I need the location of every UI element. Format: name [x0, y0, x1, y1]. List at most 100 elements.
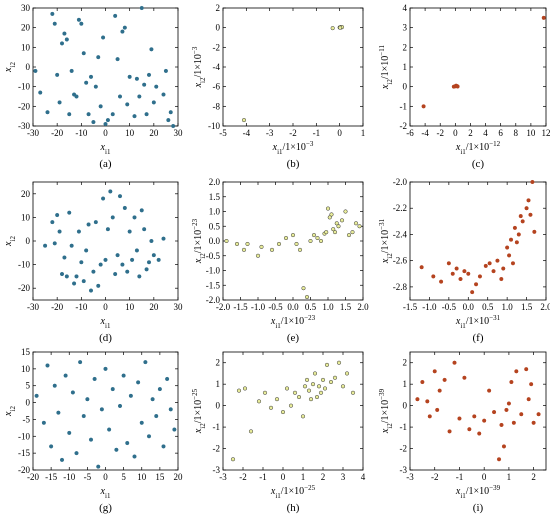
- x-tick-label: -2: [289, 128, 297, 138]
- data-point: [41, 420, 46, 425]
- x-tick-label: 0.5: [482, 302, 494, 312]
- data-point: [70, 390, 75, 395]
- data-point: [336, 224, 341, 229]
- data-point: [88, 437, 94, 442]
- x-tick-label: 10: [125, 302, 135, 312]
- y-tick-label: -5: [23, 414, 31, 424]
- data-point: [474, 282, 479, 287]
- data-point: [256, 399, 262, 404]
- data-point: [122, 205, 127, 211]
- data-point: [274, 397, 280, 402]
- x-tick-label: 1: [361, 128, 366, 138]
- data-point: [224, 238, 229, 244]
- data-point: [103, 257, 108, 262]
- data-point: [56, 410, 61, 415]
- x-tick-label: -3: [406, 472, 414, 482]
- data-point: [304, 295, 310, 300]
- data-point: [294, 241, 299, 246]
- data-point: [55, 72, 60, 77]
- x-tick-label: 10: [125, 128, 135, 138]
- x-tick-label: 1.0: [502, 302, 514, 312]
- x-tick-label: -4: [243, 128, 251, 138]
- x-tick-label: -5: [84, 472, 92, 482]
- data-point: [262, 390, 268, 395]
- data-point: [482, 418, 487, 423]
- data-point: [57, 100, 62, 105]
- data-point: [62, 31, 67, 36]
- x-tick-label: -3: [266, 128, 274, 138]
- data-point: [98, 262, 103, 267]
- y-axis-label: xi2/1×10−23: [191, 218, 207, 264]
- data-point: [276, 241, 282, 246]
- plot-frame: [409, 7, 547, 127]
- data-point: [492, 410, 497, 415]
- data-point: [230, 457, 236, 462]
- y-tick-label: 0.5: [209, 221, 221, 231]
- data-point: [52, 241, 57, 246]
- data-point: [447, 429, 452, 434]
- x-axis-label: xi1/1×10−25: [270, 484, 316, 500]
- y-tick-label: 4: [403, 3, 408, 13]
- y-tick-label: -10: [18, 431, 30, 441]
- data-point: [64, 274, 69, 279]
- data-point: [442, 377, 447, 382]
- y-tick-label: -20: [18, 283, 30, 293]
- data-point: [79, 21, 84, 26]
- x-axis-label: xi1/1×10−39: [455, 484, 501, 500]
- data-point: [327, 215, 332, 220]
- data-point: [454, 266, 459, 271]
- data-point: [242, 386, 248, 391]
- data-point: [301, 286, 306, 291]
- data-point: [292, 390, 298, 395]
- panel-a: -30 -20 -10 0 10 20 30 -30 -20 -10 0 10 20 30 xi1 xi2 (a…: [3, 3, 183, 170]
- y-tick-label: 20: [21, 23, 31, 33]
- data-point: [142, 227, 147, 232]
- x-tick-label: -30: [27, 128, 39, 138]
- x-tick-label: -20: [51, 128, 63, 138]
- x-tick-label: 0.0: [287, 302, 299, 312]
- x-tick-label: 10: [526, 128, 536, 138]
- data-point: [470, 290, 475, 295]
- data-point: [99, 407, 104, 412]
- data-point: [45, 363, 50, 368]
- data-point: [308, 397, 314, 402]
- data-point: [528, 212, 533, 217]
- y-axis-label: xi2/1×10−31: [378, 218, 394, 264]
- data-point: [91, 269, 96, 274]
- data-point: [531, 420, 536, 425]
- panel-caption: (e): [287, 332, 300, 344]
- x-tick-label: -2: [239, 472, 247, 482]
- data-point: [151, 100, 156, 105]
- data-point: [241, 118, 247, 123]
- panel-d: -30 -20 -10 0 10 20 30 -20 -10 0 10 20 xi1 xi2 (d): [3, 181, 183, 344]
- data-point: [466, 271, 471, 276]
- y-tick-label: -4: [213, 62, 221, 72]
- data-point: [245, 241, 250, 246]
- data-point: [132, 454, 137, 459]
- data-point: [33, 68, 38, 73]
- data-point: [415, 397, 420, 402]
- data-point: [524, 367, 529, 372]
- x-tick-label: 15: [155, 472, 165, 482]
- x-tick-label: -2: [431, 472, 439, 482]
- data-point: [101, 35, 106, 40]
- data-point: [151, 253, 156, 258]
- panel-caption: (h): [287, 502, 300, 514]
- y-tick-label: 20: [21, 189, 31, 199]
- x-tick-label: -1.0: [422, 302, 437, 312]
- plot-frame: [409, 351, 547, 471]
- data-point: [450, 271, 455, 276]
- data-point: [161, 236, 166, 241]
- data-point: [166, 118, 171, 123]
- y-tick-label: 15: [21, 347, 31, 357]
- data-point: [88, 288, 94, 293]
- data-point: [329, 212, 334, 217]
- data-point: [84, 80, 89, 85]
- data-point: [134, 248, 139, 253]
- data-point: [114, 447, 119, 452]
- x-tick-label: -1.5: [403, 302, 418, 312]
- data-point: [43, 243, 48, 248]
- data-point: [157, 387, 162, 392]
- data-point: [524, 206, 529, 211]
- data-point: [435, 407, 440, 412]
